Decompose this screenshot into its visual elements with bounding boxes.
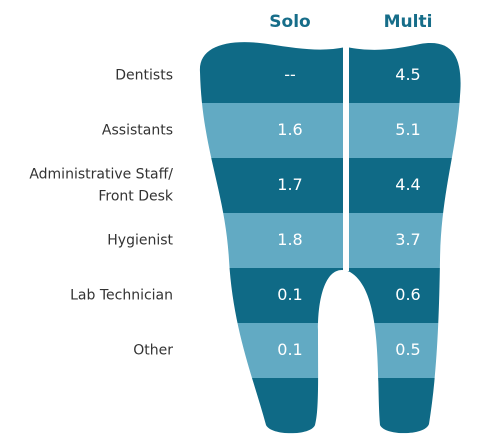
tooth [199,42,461,434]
column-header: Multi [384,12,433,32]
stripe [199,433,461,434]
cell-value: 1.8 [277,230,302,249]
stripe [199,42,461,103]
cell-value: 1.7 [277,175,302,194]
row-label: Lab Technician [70,288,173,304]
row-label: Administrative Staff/ [29,167,173,183]
row-label: Dentists [115,68,173,84]
cell-value: 4.5 [395,65,420,84]
divider [343,35,349,271]
cell-value: -- [284,65,296,84]
row-label: Assistants [102,123,173,139]
cell-value: 1.6 [277,120,302,139]
stripe [199,323,461,378]
stripe [199,378,461,433]
stripe [199,213,461,268]
stripe [199,103,461,158]
cell-value: 0.1 [277,340,302,359]
cell-value: 0.6 [395,285,420,304]
cell-value: 0.1 [277,285,302,304]
cell-value: 3.7 [395,230,420,249]
cell-value: 5.1 [395,120,420,139]
row-label: Hygienist [107,233,173,249]
row-label: Other [133,343,173,359]
row-label: Front Desk [98,189,174,205]
cell-value: 0.5 [395,340,420,359]
stripe [199,268,461,323]
column-header: Solo [269,12,310,32]
stripe [199,158,461,213]
cell-value: 4.4 [395,175,420,194]
